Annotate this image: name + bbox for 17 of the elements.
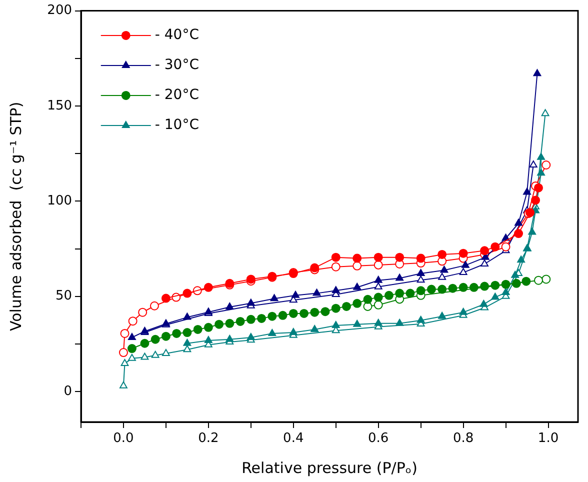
y-axis-title: Volume adsorbed (cc g⁻¹ STP) — [6, 102, 25, 331]
legend-label: - 30°C — [154, 57, 200, 74]
y-tick-label: 200 — [47, 3, 72, 18]
legend-label: - 20°C — [154, 87, 200, 104]
legend-label: - 40°C — [154, 27, 200, 44]
x-tick-label: 1.0 — [538, 431, 559, 446]
y-tick-label: 0 — [64, 384, 72, 399]
x-tick-label: 0.4 — [283, 431, 304, 446]
legend-label: - 10°C — [154, 117, 200, 134]
x-tick-label: 0.0 — [113, 431, 134, 446]
y-tick-label: 150 — [47, 98, 72, 114]
y-tick-label: 100 — [47, 194, 72, 209]
x-tick-label: 0.8 — [452, 431, 474, 446]
x-tick-label: 0.6 — [368, 431, 389, 446]
y-tick-label: 50 — [55, 288, 72, 304]
x-axis-title: Relative pressure (P/Pₒ) — [242, 458, 418, 477]
x-tick-label: 0.2 — [198, 431, 219, 446]
